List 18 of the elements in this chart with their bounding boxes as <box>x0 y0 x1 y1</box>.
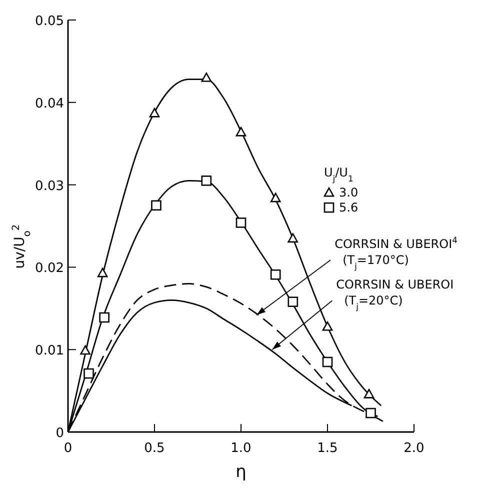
legend-label: 3.0 <box>339 186 358 200</box>
legend-label: 5.6 <box>339 200 358 215</box>
x-tick-label: 0.5 <box>144 441 165 456</box>
y-tick-label: 0.03 <box>35 178 64 194</box>
legend-title: U$_{j}$/U$_{1}$ <box>324 166 354 184</box>
annotation: (T$_{j}$=20°C) <box>344 294 403 312</box>
annotation: CORRSIN & UBEROI$^{4}$ <box>334 234 458 251</box>
x-tick-label: 1.5 <box>317 441 338 456</box>
x-tick-label: 1.0 <box>230 441 252 456</box>
y-tick-label: 0 <box>56 426 64 441</box>
x-tick-label: 2.0 <box>404 441 424 456</box>
annotation: (T$_{j}$=170°C) <box>342 252 409 271</box>
annotation: CORRSIN & UBEROI <box>336 278 454 292</box>
y-tick-label: 0.05 <box>35 14 64 29</box>
y-tick-label: 0.04 <box>35 96 64 112</box>
y-tick-label: 0.02 <box>35 261 64 276</box>
x-axis-title: η <box>236 462 246 482</box>
y-tick-label: 0.01 <box>35 344 64 359</box>
